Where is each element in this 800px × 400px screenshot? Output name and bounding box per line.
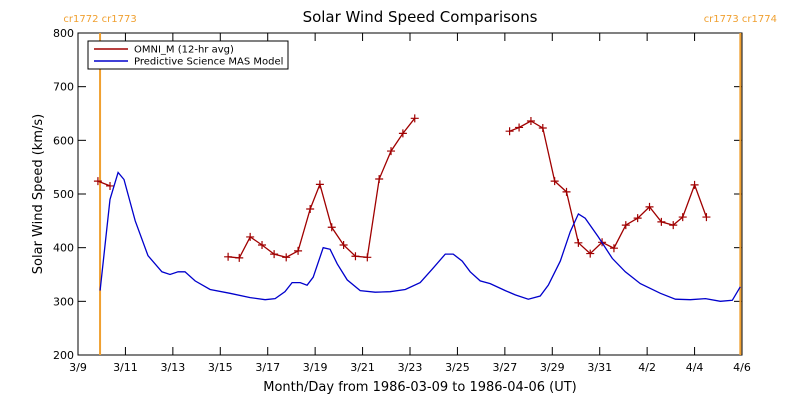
- x-tick-label: 3/23: [398, 361, 423, 374]
- x-axis-label: Month/Day from 1986-03-09 to 1986-04-06 …: [263, 380, 576, 395]
- data-point: [246, 232, 255, 241]
- x-tick-label: 4/6: [733, 361, 751, 374]
- carrington-label: cr1772 cr1773: [63, 14, 136, 25]
- x-tick-label: 3/11: [113, 361, 138, 374]
- y-tick-label: 500: [53, 188, 74, 201]
- data-point: [574, 238, 583, 247]
- x-tick-label: 3/27: [493, 361, 518, 374]
- x-tick-label: 3/31: [587, 361, 612, 374]
- data-point: [398, 129, 407, 138]
- data-point: [621, 221, 630, 230]
- series-line: [97, 180, 111, 187]
- x-tick-label: 4/2: [638, 361, 656, 374]
- legend-label: Predictive Science MAS Model: [134, 57, 283, 68]
- y-axis-label: Solar Wind Speed (km/s): [31, 114, 46, 274]
- data-point: [93, 177, 102, 186]
- data-point: [690, 180, 699, 189]
- data-point: [375, 174, 384, 183]
- data-point: [645, 202, 654, 211]
- data-point: [526, 117, 535, 126]
- data-point: [505, 127, 514, 136]
- data-point: [106, 181, 115, 190]
- legend: OMNI_M (12-hr avg)Predictive Science MAS…: [87, 40, 289, 70]
- data-point: [282, 253, 291, 262]
- data-point: [270, 250, 279, 259]
- data-point: [515, 123, 524, 132]
- x-tick-label: 3/17: [255, 361, 280, 374]
- x-tick-label: 3/25: [445, 361, 470, 374]
- carrington-label: cr1773 cr1774: [704, 14, 777, 25]
- x-tick-label: 4/4: [686, 361, 704, 374]
- data-point: [315, 180, 324, 189]
- x-tick-label: 3/19: [303, 361, 328, 374]
- y-tick-label: 600: [53, 134, 74, 147]
- x-tick-label: 3/13: [161, 361, 186, 374]
- data-point: [410, 114, 419, 123]
- data-point: [657, 217, 666, 226]
- x-tick-label: 3/29: [540, 361, 565, 374]
- x-tick-label: 3/9: [69, 361, 87, 374]
- data-point: [550, 177, 559, 186]
- series-line: [509, 120, 708, 255]
- data-point: [258, 240, 267, 249]
- legend-box: [87, 40, 289, 70]
- y-tick-label: 800: [53, 27, 74, 40]
- data-point: [633, 214, 642, 223]
- data-point: [327, 223, 336, 232]
- data-point: [609, 244, 618, 253]
- data-point: [351, 252, 360, 261]
- data-point: [294, 246, 303, 255]
- y-tick-label: 300: [53, 295, 74, 308]
- data-point: [224, 252, 233, 261]
- x-tick-label: 3/15: [208, 361, 233, 374]
- y-tick-label: 200: [53, 349, 74, 362]
- data-point: [678, 213, 687, 222]
- x-tick-label: 3/21: [350, 361, 375, 374]
- data-point: [363, 253, 372, 262]
- data-point: [387, 147, 396, 156]
- y-tick-label: 400: [53, 242, 74, 255]
- legend-label: OMNI_M (12-hr avg): [134, 45, 234, 56]
- chart-title: Solar Wind Speed Comparisons: [303, 8, 538, 26]
- data-point: [586, 249, 595, 258]
- data-point: [669, 221, 678, 230]
- data-point: [562, 187, 571, 196]
- data-point: [702, 213, 711, 222]
- data-point: [538, 123, 547, 132]
- data-point: [235, 253, 244, 262]
- data-point: [306, 205, 315, 214]
- data-point: [339, 240, 348, 249]
- y-tick-label: 700: [53, 81, 74, 94]
- series-line: [99, 171, 741, 302]
